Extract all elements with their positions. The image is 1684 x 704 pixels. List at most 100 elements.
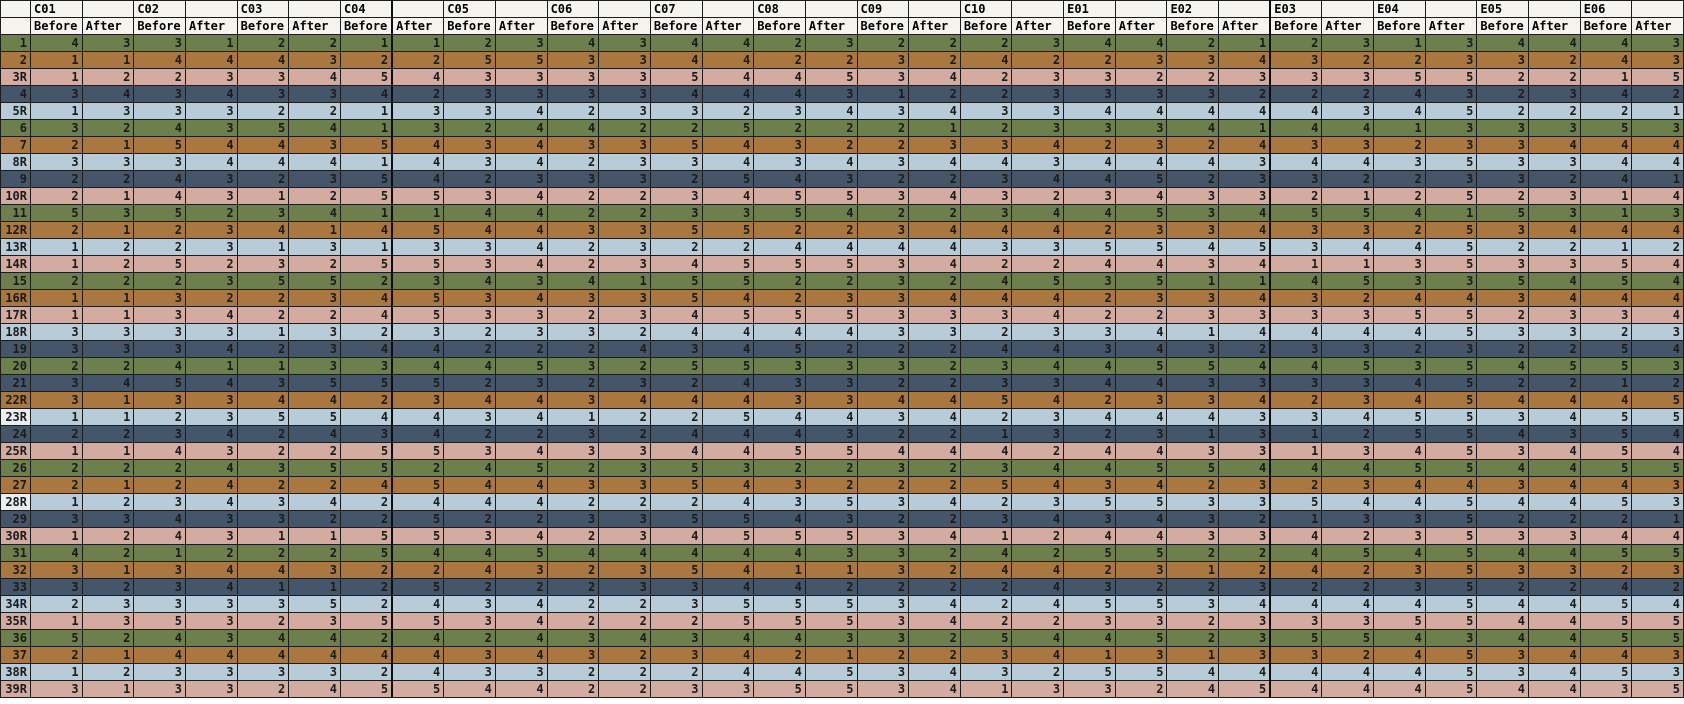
cell[interactable]: 3	[598, 459, 651, 477]
cell[interactable]: 2	[1166, 170, 1220, 188]
cell[interactable]: 3	[494, 306, 548, 324]
cell[interactable]: 4	[856, 442, 910, 460]
cell[interactable]: 5	[1631, 391, 1684, 409]
cell[interactable]: 5	[1528, 357, 1581, 375]
cell[interactable]: 3	[856, 102, 910, 120]
cell[interactable]: 5	[753, 680, 806, 698]
cell[interactable]: 2	[443, 425, 496, 443]
cell[interactable]: 1	[30, 255, 83, 273]
cell[interactable]: 2	[649, 612, 703, 630]
row-label[interactable]: 23R	[0, 408, 31, 426]
cell[interactable]: 2	[753, 272, 806, 290]
cell[interactable]: 2	[391, 459, 445, 477]
cell[interactable]: 2	[804, 340, 858, 358]
cell[interactable]: 4	[1011, 595, 1065, 613]
cell[interactable]: 2	[443, 629, 496, 647]
cell[interactable]: 5	[649, 510, 703, 528]
cell[interactable]: 1	[236, 357, 290, 375]
cell[interactable]: 5	[391, 476, 445, 494]
cell[interactable]: 4	[959, 544, 1013, 562]
cell[interactable]: 4	[1631, 289, 1684, 307]
cell[interactable]: 5	[30, 204, 83, 222]
cell[interactable]: 3	[1269, 306, 1323, 324]
cell[interactable]: 3	[546, 510, 600, 528]
cell[interactable]: 4	[1528, 612, 1581, 630]
cell[interactable]: 3	[1528, 187, 1581, 205]
cell[interactable]: 5	[753, 612, 806, 630]
cell[interactable]: 1	[1166, 425, 1220, 443]
cell[interactable]: 4	[184, 646, 238, 664]
cell[interactable]: 4	[908, 68, 961, 86]
cell[interactable]: 4	[701, 374, 755, 392]
cell[interactable]: 5	[391, 510, 445, 528]
cell[interactable]: 2	[546, 374, 600, 392]
cell[interactable]: 5	[701, 357, 755, 375]
cell[interactable]: 2	[1269, 476, 1323, 494]
cell[interactable]: 4	[443, 561, 496, 579]
cell[interactable]: 2	[133, 476, 186, 494]
cell[interactable]: 4	[1631, 306, 1684, 324]
cell[interactable]: 3	[133, 34, 186, 52]
cell[interactable]: 2	[184, 289, 238, 307]
cell[interactable]: 5	[753, 527, 806, 545]
cell[interactable]: 4	[494, 221, 548, 239]
cell[interactable]: 5	[649, 68, 703, 86]
cell[interactable]: 4	[701, 578, 755, 596]
cell[interactable]: 3	[1631, 663, 1684, 681]
cell[interactable]: 3	[288, 136, 341, 154]
cell[interactable]: 3	[1011, 238, 1065, 256]
cell[interactable]: 2	[1528, 238, 1581, 256]
cell[interactable]: 5	[1631, 408, 1684, 426]
cell[interactable]: 5	[1166, 357, 1220, 375]
cell[interactable]: 1	[598, 272, 651, 290]
cell[interactable]: 4	[753, 578, 806, 596]
row-label[interactable]: 25R	[0, 442, 31, 460]
cell[interactable]: 4	[1631, 595, 1684, 613]
cell[interactable]: 3	[236, 493, 290, 511]
row-label[interactable]: 9	[0, 170, 31, 188]
cell[interactable]: 3	[391, 323, 445, 341]
cell[interactable]: 4	[339, 340, 393, 358]
cell[interactable]: 4	[1269, 272, 1323, 290]
cell[interactable]: 5	[1114, 357, 1168, 375]
cell[interactable]: 3	[856, 561, 910, 579]
row-label[interactable]: 14R	[0, 255, 31, 273]
cell[interactable]: 4	[908, 442, 961, 460]
cell[interactable]: 4	[1218, 289, 1271, 307]
cell[interactable]: 5	[1424, 663, 1478, 681]
cell[interactable]: 2	[856, 170, 910, 188]
cell[interactable]: 5	[339, 612, 393, 630]
cell[interactable]: 2	[546, 561, 600, 579]
cell[interactable]: 3	[856, 459, 910, 477]
cell[interactable]: 3	[753, 357, 806, 375]
cell[interactable]: 4	[1528, 646, 1581, 664]
cell[interactable]: 5	[236, 408, 290, 426]
cell[interactable]: 5	[1631, 544, 1684, 562]
cell[interactable]: 2	[908, 357, 961, 375]
cell[interactable]: 3	[959, 663, 1013, 681]
cell[interactable]: 4	[1321, 680, 1375, 698]
cell[interactable]: 4	[1063, 629, 1116, 647]
cell[interactable]: 5	[391, 374, 445, 392]
cell[interactable]: 3	[1063, 272, 1116, 290]
cell[interactable]: 4	[701, 442, 755, 460]
cell[interactable]: 3	[1631, 51, 1684, 69]
cell[interactable]: 3	[649, 340, 703, 358]
cell[interactable]: 4	[804, 323, 858, 341]
cell[interactable]: 3	[1373, 357, 1426, 375]
cell[interactable]: 5	[649, 476, 703, 494]
cell[interactable]: 3	[804, 391, 858, 409]
cell[interactable]: 3	[1476, 119, 1530, 137]
cell[interactable]: 3	[546, 629, 600, 647]
cell[interactable]: 5	[701, 221, 755, 239]
cell[interactable]: 3	[1218, 493, 1271, 511]
cell[interactable]: 5	[1424, 578, 1478, 596]
cell[interactable]: 3	[598, 85, 651, 103]
cell[interactable]: 2	[30, 187, 83, 205]
cell[interactable]: 1	[1631, 102, 1684, 120]
cell[interactable]: 3	[1321, 340, 1375, 358]
cell[interactable]: 4	[1063, 204, 1116, 222]
cell[interactable]: 3	[546, 357, 600, 375]
cell[interactable]: 4	[443, 357, 496, 375]
cell[interactable]: 1	[804, 646, 858, 664]
